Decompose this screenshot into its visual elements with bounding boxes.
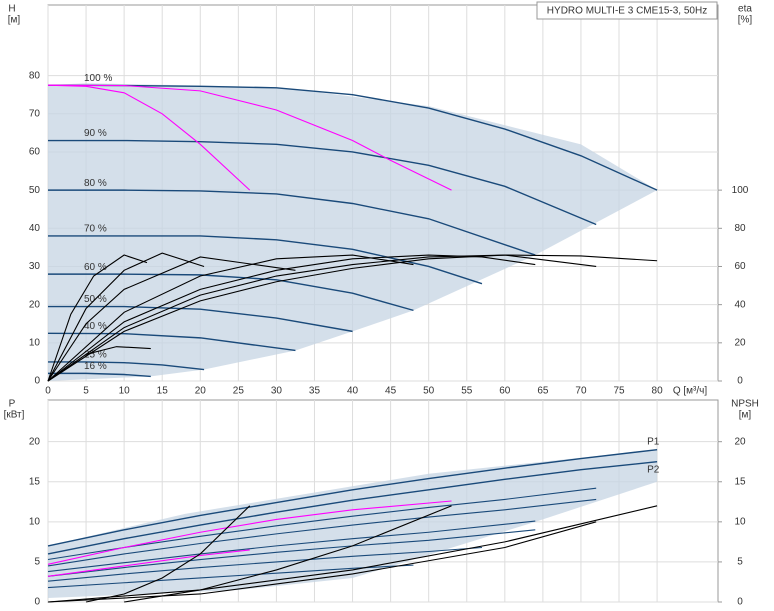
- y2-tick-label: 100: [732, 185, 749, 196]
- x-tick-label: 0: [45, 386, 51, 397]
- x-tick-label: 30: [271, 386, 283, 397]
- curve: [47, 254, 536, 382]
- x-tick-label: 25: [233, 386, 245, 397]
- curve: [47, 521, 597, 603]
- curve: [47, 252, 205, 382]
- curve-label: 25 %: [84, 350, 107, 361]
- curve: [47, 461, 658, 555]
- x-tick-label: 60: [499, 386, 511, 397]
- x-tick-label: 80: [652, 386, 664, 397]
- curve: [47, 505, 658, 603]
- curve-label: 90 %: [84, 128, 107, 139]
- curve: [48, 139, 597, 226]
- y2-axis-unit: [%]: [738, 15, 753, 26]
- curve: [48, 305, 353, 333]
- curve: [85, 505, 251, 603]
- curve: [47, 256, 296, 382]
- y-axis-label: H: [8, 4, 15, 15]
- x-tick-label: 75: [613, 386, 625, 397]
- y-tick-label: 10: [29, 337, 41, 348]
- curve-label: 100 %: [84, 73, 112, 84]
- y-axis-label: P: [9, 399, 16, 410]
- y2-tick-label: 0: [737, 376, 743, 387]
- curve: [47, 84, 658, 191]
- y-tick-label: 0: [34, 597, 40, 608]
- y-axis-unit: [м]: [8, 15, 21, 26]
- y-tick-label: 50: [29, 185, 41, 196]
- curve: [47, 498, 597, 567]
- x-tick-label: 50: [423, 386, 435, 397]
- curve: [47, 529, 536, 577]
- chart-title: HYDRO MULTI-E 3 CME15-3, 50Hz: [547, 6, 707, 17]
- y-tick-label: 10: [29, 516, 41, 527]
- curve: [47, 500, 452, 565]
- y2-tick-label: 20: [734, 436, 746, 447]
- x-tick-label: 35: [309, 386, 321, 397]
- y2-axis-unit: [м]: [739, 410, 752, 421]
- y2-tick-label: 10: [734, 516, 746, 527]
- y2-tick-label: 15: [734, 476, 746, 487]
- curve: [85, 346, 151, 355]
- curve-label: P2: [647, 464, 660, 475]
- y-tick-label: 20: [29, 299, 41, 310]
- curve-label: P1: [647, 436, 660, 447]
- curve: [47, 254, 658, 382]
- y-tick-label: 30: [29, 261, 41, 272]
- y2-tick-label: 60: [734, 261, 746, 272]
- x-tick-label: 10: [119, 386, 131, 397]
- x-axis-label: Q [м³/ч]: [673, 386, 708, 397]
- curve: [124, 505, 452, 603]
- x-tick-label: 70: [575, 386, 587, 397]
- curve: [48, 372, 151, 378]
- y-tick-label: 20: [29, 436, 41, 447]
- operating-area: [48, 83, 658, 381]
- y-axis-unit: [кВт]: [4, 410, 25, 421]
- y-tick-label: 70: [29, 108, 41, 119]
- curve: [47, 84, 251, 191]
- curve: [47, 84, 452, 191]
- curve: [48, 273, 414, 312]
- y2-tick-label: 0: [737, 597, 743, 608]
- y-tick-label: 40: [29, 223, 41, 234]
- y-tick-label: 60: [29, 147, 41, 158]
- y2-tick-label: 80: [734, 223, 746, 234]
- curve: [47, 487, 597, 561]
- curve-label: 60 %: [84, 262, 107, 273]
- x-tick-label: 45: [385, 386, 397, 397]
- curve: [47, 332, 296, 352]
- curve-label: 70 %: [84, 224, 107, 235]
- curve: [47, 254, 148, 382]
- curve-label: 80 %: [84, 178, 107, 189]
- curve: [48, 189, 536, 256]
- curve: [47, 254, 414, 382]
- y-tick-label: 15: [29, 476, 41, 487]
- curve: [47, 254, 597, 382]
- curve: [47, 549, 250, 577]
- y2-tick-label: 40: [734, 299, 746, 310]
- title-box: [536, 1, 718, 20]
- curve: [48, 235, 483, 285]
- y-tick-label: 80: [29, 70, 41, 81]
- y-tick-label: 0: [34, 376, 40, 387]
- y-tick-label: 5: [34, 557, 40, 568]
- x-tick-label: 15: [157, 386, 169, 397]
- y2-tick-label: 5: [737, 557, 743, 568]
- curve-label: 40 %: [84, 321, 107, 332]
- y2-axis-label: eta: [738, 4, 752, 15]
- curve: [47, 546, 483, 582]
- x-tick-label: 40: [347, 386, 359, 397]
- curve: [47, 520, 536, 573]
- curve-label: 16 %: [84, 361, 107, 372]
- operating-area: [48, 449, 658, 598]
- y2-axis-label: NPSH: [731, 399, 759, 410]
- x-tick-label: 55: [461, 386, 473, 397]
- curve: [47, 449, 658, 547]
- y2-tick-label: 20: [734, 337, 746, 348]
- x-tick-label: 5: [83, 386, 89, 397]
- x-tick-label: 20: [195, 386, 207, 397]
- x-tick-label: 65: [537, 386, 549, 397]
